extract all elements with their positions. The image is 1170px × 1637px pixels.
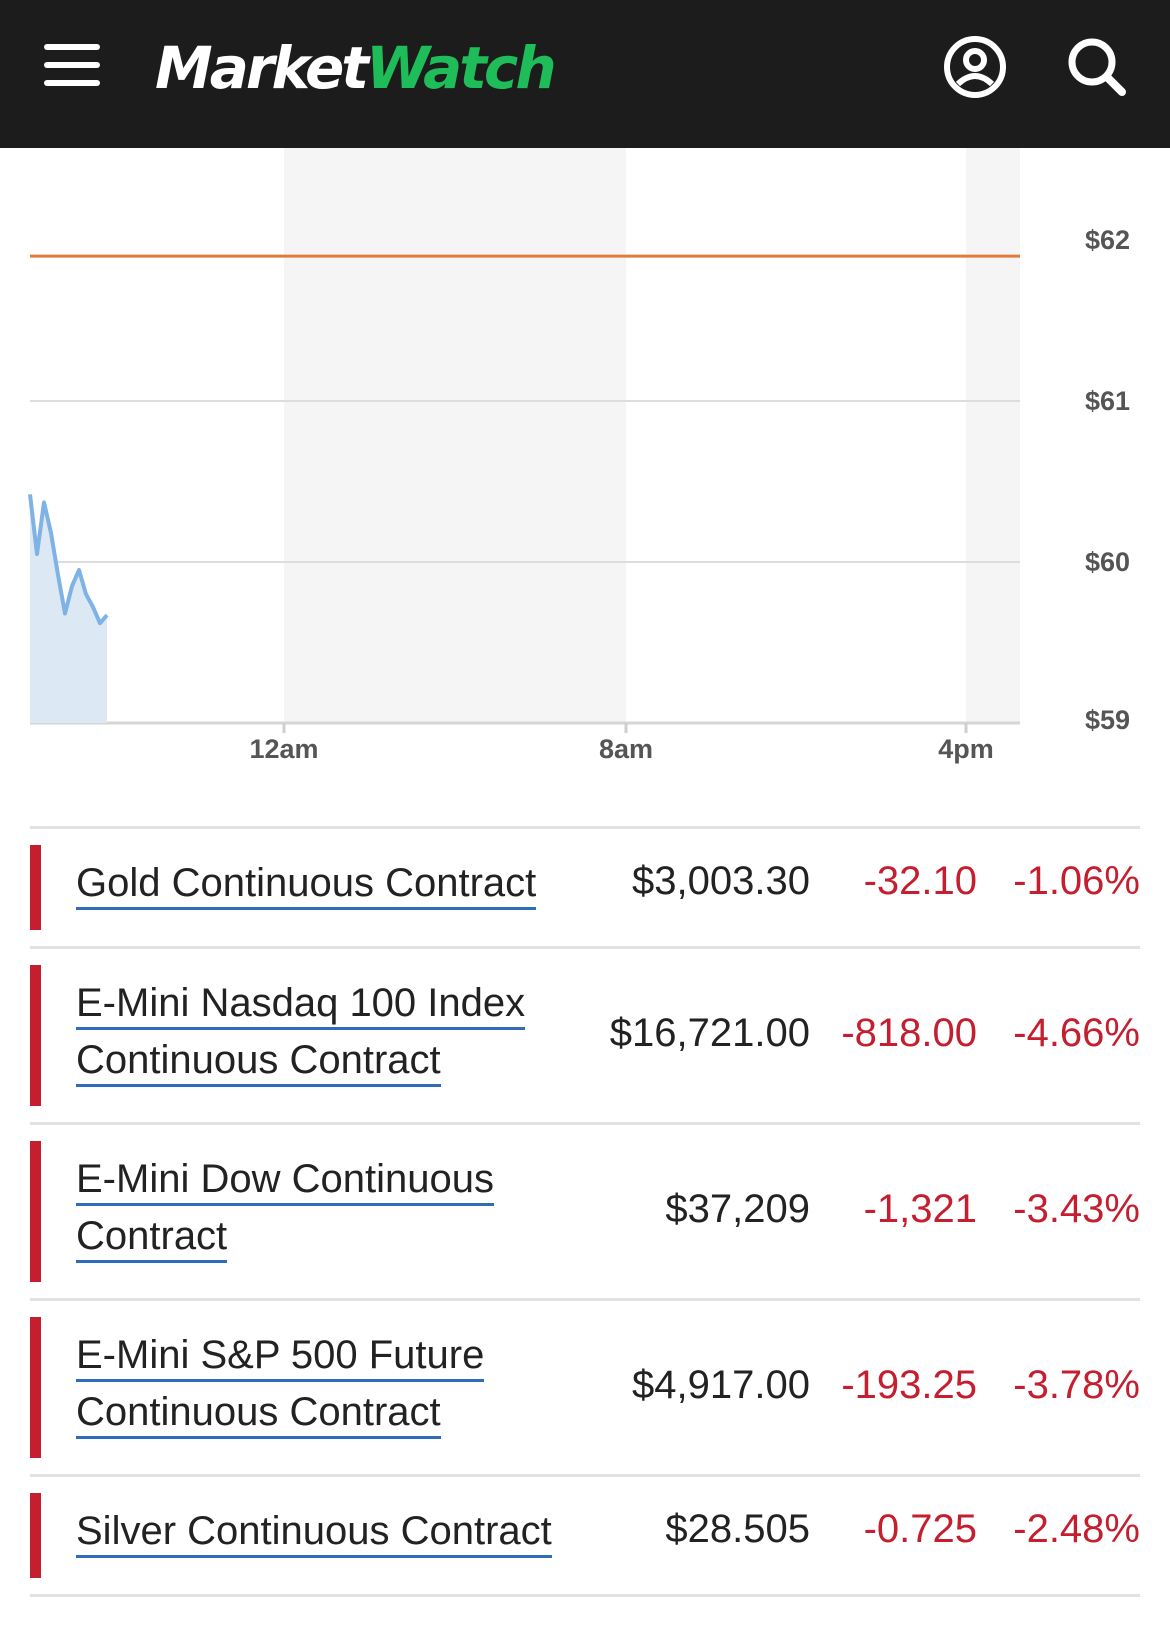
quote-row-gold[interactable]: Gold Continuous Contract $3,003.30 -32.1… (30, 829, 1140, 949)
x-tick-label: 4pm (938, 734, 994, 764)
x-tick-label: 12am (249, 734, 318, 764)
quote-price: $28.505 (665, 1507, 810, 1551)
quote-name[interactable]: E-Mini S&P 500 Future Continuous Contract (76, 1327, 566, 1441)
marketwatch-logo[interactable]: MarketWatch (155, 28, 557, 108)
hamburger-menu-icon[interactable] (44, 44, 100, 86)
quote-row-nasdaq[interactable]: E-Mini Nasdaq 100 Index Continuous Contra… (30, 949, 1140, 1125)
chart-session-band (284, 148, 626, 723)
quote-change: -193.25 (841, 1363, 977, 1407)
logo-watch-text: Watch (366, 34, 557, 102)
quote-name-link[interactable]: Contract (76, 1214, 228, 1263)
quote-price: $37,209 (665, 1187, 810, 1231)
decline-indicator (30, 1493, 41, 1578)
quote-name[interactable]: Gold Continuous Contract (76, 855, 566, 912)
quote-name-link[interactable]: Gold Continuous Contract (76, 861, 537, 910)
y-tick-label: $60 (1085, 547, 1130, 577)
quote-price: $16,721.00 (609, 1011, 810, 1055)
account-icon[interactable] (942, 34, 1008, 100)
quote-name[interactable]: E-Mini Dow Continuous Contract (76, 1151, 566, 1265)
y-tick-label: $62 (1085, 225, 1130, 255)
quote-change: -818.00 (841, 1011, 977, 1055)
price-chart[interactable]: $62 $61 $60 $59 12am 8am 4pm (0, 148, 1170, 768)
search-icon[interactable] (1064, 34, 1130, 100)
x-tick-label: 8am (599, 734, 653, 764)
decline-indicator (30, 1317, 41, 1458)
quote-row-dow[interactable]: E-Mini Dow Continuous Contract $37,209 -1… (30, 1125, 1140, 1301)
quote-change: -1,321 (863, 1187, 977, 1231)
logo-market-text: Market (155, 34, 369, 102)
quote-percent-change: -1.06% (1013, 859, 1140, 903)
chart-session-band (966, 148, 1020, 723)
quote-name-link[interactable]: E-Mini Dow Continuous (76, 1157, 494, 1206)
quote-name-link[interactable]: E-Mini S&P 500 Future (76, 1333, 485, 1382)
quote-name[interactable]: E-Mini Nasdaq 100 Index Continuous Contra… (76, 975, 566, 1089)
quote-percent-change: -2.48% (1013, 1507, 1140, 1551)
chart-series-area (30, 494, 107, 723)
quote-price: $3,003.30 (632, 859, 810, 903)
quote-name-link[interactable]: Silver Continuous Contract (76, 1509, 552, 1558)
top-navigation-bar: MarketWatch (0, 0, 1170, 148)
quote-name[interactable]: Silver Continuous Contract (76, 1503, 566, 1560)
quote-percent-change: -3.78% (1013, 1363, 1140, 1407)
quote-name-link[interactable]: Continuous Contract (76, 1390, 441, 1439)
y-tick-label: $59 (1085, 705, 1130, 735)
quote-change: -0.725 (863, 1507, 977, 1551)
quote-name-link[interactable]: E-Mini Nasdaq 100 Index (76, 981, 526, 1030)
quote-row-silver[interactable]: Silver Continuous Contract $28.505 -0.72… (30, 1477, 1140, 1597)
quote-percent-change: -3.43% (1013, 1187, 1140, 1231)
quote-row-sp500[interactable]: E-Mini S&P 500 Future Continuous Contract… (30, 1301, 1140, 1477)
futures-quote-list: Gold Continuous Contract $3,003.30 -32.1… (30, 826, 1140, 1597)
chart-series-line (28, 494, 109, 626)
decline-indicator (30, 1141, 41, 1282)
price-chart-svg: $62 $61 $60 $59 12am 8am 4pm (28, 148, 1130, 764)
quote-name-link[interactable]: Continuous Contract (76, 1038, 441, 1087)
decline-indicator (30, 965, 41, 1106)
y-tick-label: $61 (1085, 386, 1130, 416)
quote-percent-change: -4.66% (1013, 1011, 1140, 1055)
decline-indicator (30, 845, 41, 930)
quote-change: -32.10 (863, 859, 977, 903)
quote-price: $4,917.00 (632, 1363, 810, 1407)
